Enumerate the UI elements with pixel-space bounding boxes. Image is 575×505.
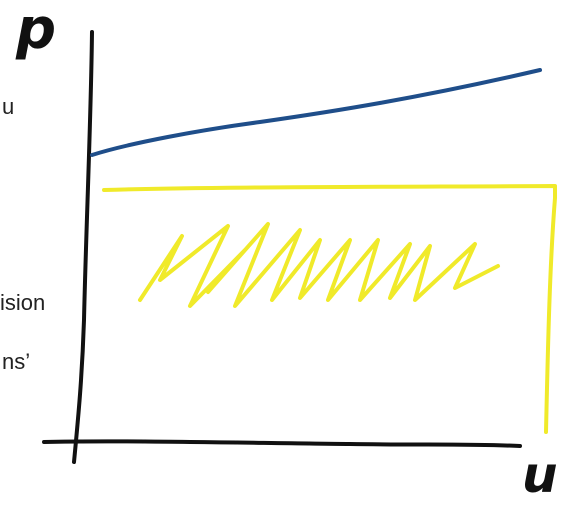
- blue-line: [90, 68, 542, 157]
- clipped-text-fragment-2: ision: [0, 290, 46, 315]
- yellow-zigzag-shading: [138, 222, 500, 308]
- yellow-region-outline: [102, 184, 557, 434]
- clipped-text-fragment-3: ns’: [2, 349, 31, 374]
- y-axis-label: p: [15, 0, 56, 62]
- x-axis-label: u: [522, 446, 558, 504]
- clipped-text-fragment-1: u: [2, 94, 15, 119]
- y-axis: [72, 30, 94, 464]
- x-axis: [42, 439, 522, 448]
